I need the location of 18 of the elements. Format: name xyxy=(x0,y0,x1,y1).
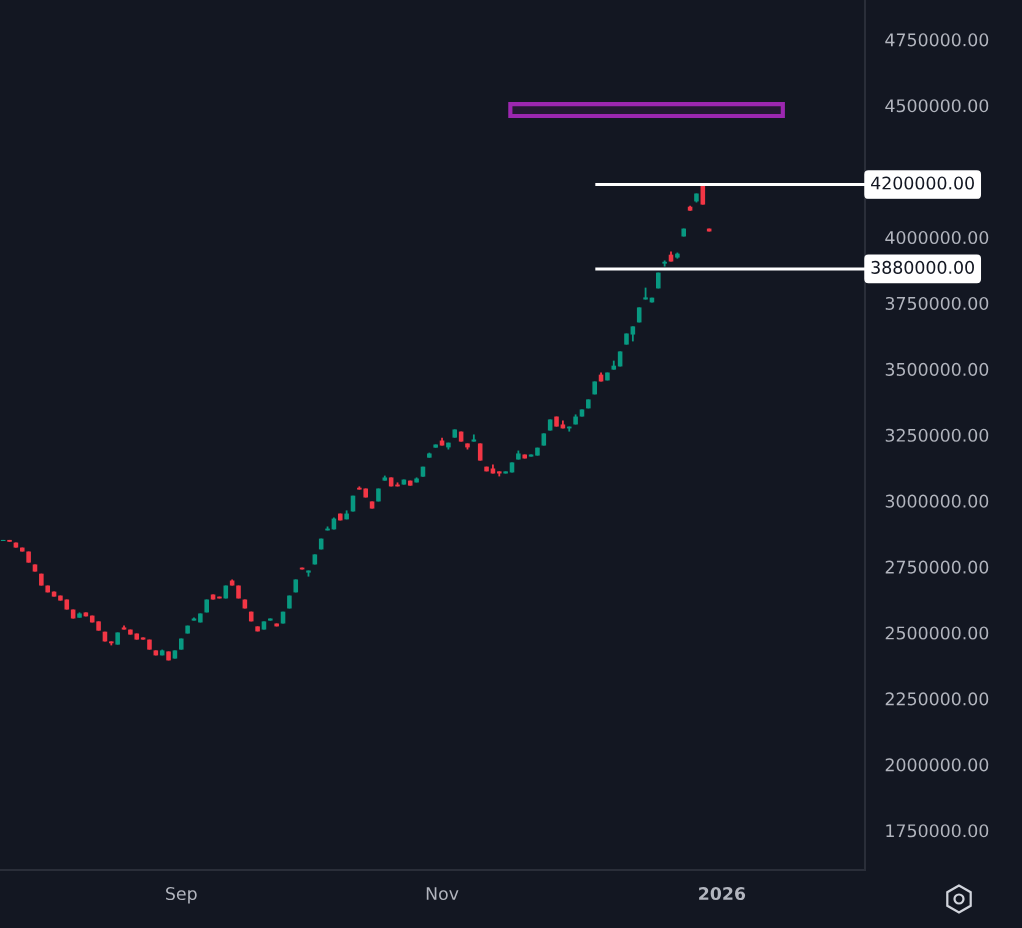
candlestick xyxy=(662,259,667,268)
y-tick-label: 3250000.00 xyxy=(885,428,989,442)
y-tick-label: 3000000.00 xyxy=(885,494,989,508)
y-tick-label: 1750000.00 xyxy=(886,824,989,838)
y-tick-label: 2250000.00 xyxy=(885,692,989,706)
y-tick-label: 3500000.00 xyxy=(885,362,989,376)
x-tick-label: Sep xyxy=(166,886,197,904)
y-tick-label: 4000000.00 xyxy=(885,230,989,245)
ref-line-label: 4200000.00 xyxy=(871,176,974,190)
y-tick-label: 2500000.00 xyxy=(885,626,989,640)
y-tick-label: 3750000.00 xyxy=(885,296,989,311)
ref-line-label: 3880000.00 xyxy=(871,260,974,274)
y-tick-label: 2750000.00 xyxy=(885,560,989,574)
x-tick-label: Nov xyxy=(426,887,459,901)
x-tick-label: 2026 xyxy=(699,886,746,901)
y-tick-label: 4500000.00 xyxy=(885,99,989,113)
y-tick-label: 2000000.00 xyxy=(885,758,989,772)
y-tick-label: 4750000.00 xyxy=(885,33,989,47)
